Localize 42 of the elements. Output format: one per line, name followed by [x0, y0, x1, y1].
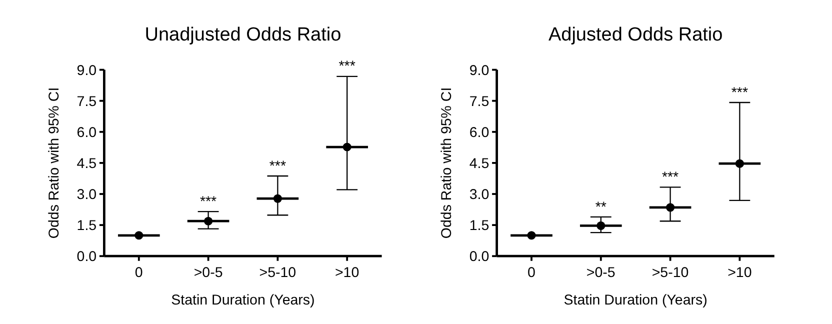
x-tick-label: >5-10 [652, 265, 689, 282]
annotation: *** [200, 194, 218, 210]
x-axis-title: Statin Duration (Years) [171, 292, 315, 309]
y-tick-label: 4.5 [76, 156, 97, 172]
y-tick-label: 0.0 [76, 249, 97, 266]
x-tick-label: 0 [134, 265, 143, 282]
annotation: *** [731, 84, 748, 101]
y-tick-label: 9.0 [469, 62, 490, 79]
y-tick-label: 4.5 [469, 156, 490, 172]
annotation: *** [338, 58, 356, 75]
y-tick-label: 6.0 [76, 124, 97, 141]
x-tick-label: 0 [528, 265, 536, 282]
y-tick-label: 3.0 [76, 186, 97, 203]
y-tick-label: 1.5 [469, 218, 490, 234]
point [735, 159, 744, 168]
y-tick-label: 3.0 [469, 186, 490, 203]
annotation: *** [662, 169, 680, 186]
y-tick-label: 9.0 [76, 62, 97, 79]
x-tick-label: >10 [728, 265, 752, 282]
x-tick-label: >0-5 [586, 265, 616, 282]
y-tick-label: 1.5 [76, 218, 97, 234]
point [134, 231, 144, 240]
y-tick-label: 0.0 [469, 249, 490, 266]
x-axis-title: Statin Duration (Years) [564, 292, 708, 309]
point [342, 142, 352, 152]
annotation: *** [269, 158, 286, 174]
y-tick-label: 7.5 [469, 94, 490, 110]
point [596, 221, 606, 230]
chart-title: Adjusted Odds Ratio [548, 24, 723, 46]
y-axis-title: Odds Ratio with 95% CI [439, 87, 456, 239]
annotation: ** [595, 199, 607, 216]
x-tick-label: >0-5 [194, 265, 223, 282]
x-tick-label: >10 [334, 265, 360, 282]
y-tick-label: 7.5 [76, 94, 97, 110]
x-tick-label: >5-10 [259, 265, 296, 282]
y-tick-label: 6.0 [469, 124, 490, 141]
point [204, 216, 213, 226]
y-axis-title: Odds Ratio with 95% CI [46, 87, 63, 239]
point [273, 194, 282, 203]
point [527, 231, 536, 240]
chart-title: Unadjusted Odds Ratio [144, 24, 342, 46]
point [666, 203, 675, 212]
